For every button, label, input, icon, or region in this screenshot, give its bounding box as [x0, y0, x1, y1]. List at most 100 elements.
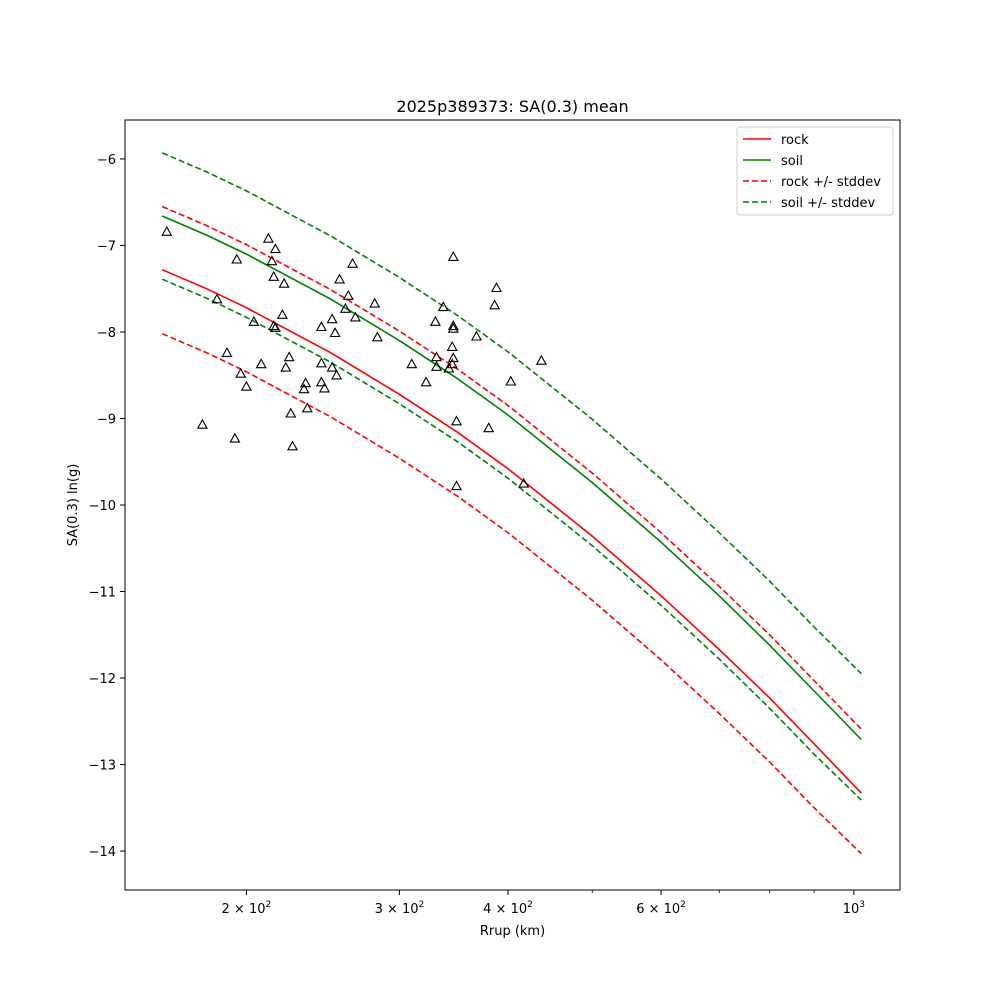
legend: rock soil rock +/- stddev soil +/- stddev	[736, 126, 894, 216]
observation-point	[406, 358, 418, 369]
observation-point	[334, 273, 346, 284]
y-tick-label: −14	[89, 845, 116, 860]
observation-point	[490, 282, 503, 293]
y-axis-ticks: −6 −7 −8 −9 −10 −11 −12 −13 −14	[89, 153, 125, 860]
observation-point	[278, 277, 290, 288]
observation-point	[221, 346, 233, 357]
series-line-soil-stddev-upper	[161, 152, 862, 675]
x-tick-label-base: 2 × 10	[222, 902, 266, 917]
x-tick-label-base: 4 × 10	[483, 902, 527, 917]
observation-point	[470, 330, 483, 341]
observation-point	[347, 257, 359, 268]
observation-point	[268, 320, 280, 331]
observation-point	[450, 480, 463, 491]
observation-point	[483, 422, 495, 433]
observation-point	[331, 369, 343, 380]
x-tick-label-base: 6 × 10	[636, 902, 680, 917]
x-tick-label: 3 × 102	[375, 900, 425, 917]
observation-point	[235, 367, 247, 378]
legend-box	[736, 126, 894, 216]
observation-point	[240, 380, 252, 391]
observation-point	[505, 375, 517, 386]
observation-point	[196, 418, 208, 429]
x-tick-label-exponent: 2	[680, 900, 686, 910]
x-tick-label-base: 10	[843, 902, 860, 917]
observation-markers	[161, 225, 547, 491]
x-tick-label-exponent: 2	[266, 900, 272, 910]
observation-point	[268, 270, 280, 281]
observation-point	[369, 297, 381, 308]
observation-point	[262, 232, 274, 243]
observation-point	[229, 432, 241, 443]
observation-point	[298, 383, 310, 394]
observation-point	[450, 415, 463, 426]
x-tick-label: 4 × 102	[483, 900, 533, 917]
observation-point	[211, 293, 223, 304]
y-tick-label: −10	[89, 499, 116, 514]
series-line-rock-stddev-upper	[161, 205, 862, 730]
x-tick-label: 6 × 102	[636, 900, 686, 917]
x-tick-label-exponent: 2	[527, 900, 533, 910]
x-tick-label: 2 × 102	[222, 900, 272, 917]
y-tick-label: −13	[89, 759, 116, 774]
y-tick-label: −7	[97, 239, 116, 254]
observation-point	[315, 321, 327, 332]
observation-point	[300, 377, 312, 388]
x-axis-ticks: 2 × 102 3 × 102 4 × 102 6 × 102 103	[222, 890, 865, 917]
observation-point	[161, 225, 173, 236]
observation-point	[280, 361, 292, 372]
observation-point	[283, 351, 295, 362]
series-line-rock	[161, 268, 862, 794]
y-tick-label: −12	[89, 672, 116, 687]
y-axis-label: SA(0.3) ln(g)	[66, 464, 81, 547]
observation-point	[371, 331, 383, 342]
observation-point	[349, 311, 361, 322]
legend-label: rock +/- stddev	[781, 175, 881, 190]
observation-point	[255, 358, 267, 369]
observation-point	[231, 253, 243, 264]
observation-point	[326, 361, 338, 372]
series-line-rock-stddev-lower	[161, 332, 862, 855]
observation-point	[269, 321, 281, 332]
observation-point	[329, 327, 341, 338]
observation-point	[326, 313, 338, 324]
observation-point	[437, 301, 449, 312]
observation-point	[446, 358, 458, 369]
observation-point	[446, 340, 458, 351]
legend-label: soil +/- stddev	[781, 196, 876, 211]
x-axis-label: Rrup (km)	[480, 924, 545, 939]
series-line-soil	[161, 215, 862, 741]
observation-point	[430, 360, 443, 371]
observation-point	[315, 357, 327, 368]
series-line-soil-stddev-lower	[161, 278, 862, 801]
legend-label: soil	[781, 154, 803, 169]
series-layer	[161, 152, 862, 855]
observation-point	[430, 351, 443, 362]
observation-point	[276, 308, 288, 319]
observation-point	[447, 320, 459, 331]
observation-point	[266, 255, 278, 266]
legend-label: rock	[781, 133, 809, 148]
observation-point	[286, 440, 299, 451]
observation-point	[248, 315, 260, 326]
x-tick-label-base: 3 × 10	[375, 902, 419, 917]
x-tick-label-exponent: 2	[419, 900, 425, 910]
observation-point	[429, 315, 441, 326]
observation-point	[339, 302, 351, 313]
observation-point	[285, 407, 297, 418]
observation-point	[518, 477, 530, 488]
x-tick-label-exponent: 3	[859, 900, 865, 910]
observation-point	[318, 382, 331, 393]
observation-point	[489, 299, 501, 310]
y-tick-label: −8	[97, 326, 116, 341]
observation-point	[447, 250, 459, 261]
observation-point	[269, 243, 281, 254]
observation-point	[342, 289, 354, 300]
x-tick-label: 103	[843, 900, 865, 917]
observation-point	[301, 402, 313, 413]
observation-point	[447, 322, 459, 333]
observation-point	[315, 376, 327, 387]
observation-point	[420, 376, 432, 387]
